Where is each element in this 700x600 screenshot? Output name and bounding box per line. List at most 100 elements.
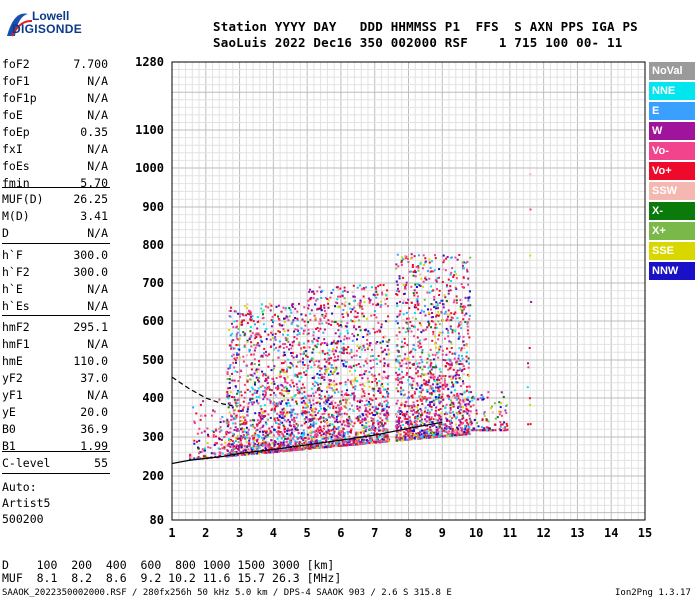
echo-point — [461, 427, 463, 430]
echo-point — [339, 429, 342, 432]
echo-point — [270, 389, 273, 392]
echo-point — [334, 305, 336, 308]
echo-point — [206, 427, 209, 430]
echo-point — [294, 428, 297, 431]
echo-point — [236, 435, 239, 438]
echo-point — [353, 397, 356, 400]
echo-point — [327, 443, 330, 446]
echo-point — [499, 410, 502, 413]
echo-point — [503, 429, 506, 432]
echo-point — [302, 411, 305, 414]
echo-point — [362, 414, 365, 417]
echo-point — [351, 320, 354, 323]
echo-point — [349, 307, 352, 310]
echo-point — [453, 431, 456, 434]
y-tick-label: 300 — [142, 430, 164, 444]
echo-point — [429, 266, 432, 269]
echo-point — [443, 434, 445, 437]
echo-point — [371, 425, 374, 428]
echo-point — [291, 381, 294, 384]
echo-point — [238, 344, 241, 347]
echo-point — [240, 390, 243, 393]
echo-point — [381, 403, 383, 406]
echo-point — [262, 433, 265, 436]
echo-point — [363, 392, 366, 395]
echo-point — [234, 401, 237, 404]
echo-point — [279, 324, 282, 327]
echo-point — [395, 402, 398, 405]
echo-point — [343, 297, 346, 300]
echo-point — [323, 443, 326, 446]
echo-point — [413, 437, 416, 440]
echo-point — [270, 447, 273, 450]
echo-point — [386, 377, 389, 380]
echo-point — [286, 334, 289, 336]
echo-point — [467, 277, 470, 280]
echo-point — [365, 399, 368, 402]
echo-point — [490, 407, 492, 410]
echo-point — [265, 379, 268, 382]
echo-point — [433, 403, 435, 406]
echo-point — [435, 326, 438, 329]
echo-point — [264, 377, 267, 380]
echo-point — [414, 349, 417, 351]
echo-point — [295, 383, 298, 386]
echo-point — [383, 400, 386, 403]
echo-point — [228, 402, 231, 405]
echo-point — [328, 435, 331, 438]
param-row: h`Es N/A — [2, 299, 108, 315]
echo-point — [409, 367, 412, 370]
echo-point — [325, 399, 328, 402]
echo-point — [370, 367, 373, 370]
echo-point — [268, 302, 271, 305]
echo-point — [219, 418, 222, 421]
echo-point — [400, 261, 403, 264]
param-value: N/A — [87, 159, 108, 173]
echo-point — [261, 425, 264, 428]
echo-point — [251, 447, 254, 450]
echo-point — [348, 352, 351, 355]
echo-point — [398, 418, 400, 421]
echo-point — [212, 409, 215, 412]
echo-point — [280, 393, 283, 396]
echo-point — [402, 319, 405, 322]
echo-point — [415, 265, 418, 268]
echo-point — [258, 344, 261, 347]
echo-point — [372, 327, 375, 330]
echo-point — [396, 302, 399, 305]
echo-point — [303, 364, 306, 366]
echo-point — [427, 320, 430, 323]
polarization-legend: NoVal NNE E W Vo- Vo+ SSW X- X+ SSE NNW — [649, 62, 695, 282]
echo-point — [294, 317, 297, 319]
echo-point — [460, 349, 462, 352]
legend-item-w: W — [649, 122, 695, 140]
echo-point — [273, 444, 276, 447]
echo-point — [247, 431, 250, 434]
echo-point — [453, 270, 456, 273]
echo-point — [472, 404, 475, 407]
echo-point — [442, 423, 445, 426]
echo-point — [332, 405, 335, 408]
echo-point — [435, 435, 438, 438]
echo-point — [287, 418, 290, 421]
param-value: 300.0 — [73, 248, 108, 262]
echo-point — [447, 427, 449, 429]
echo-point — [326, 342, 329, 345]
echo-point — [450, 347, 453, 349]
echo-point — [432, 330, 435, 333]
echo-point — [306, 345, 309, 348]
echo-point — [432, 270, 435, 273]
echo-point — [321, 446, 324, 449]
echo-point — [380, 323, 383, 326]
echo-point — [365, 413, 368, 416]
echo-point — [464, 306, 467, 309]
echo-point — [256, 400, 258, 403]
echo-point — [377, 438, 379, 441]
echo-point — [340, 408, 343, 410]
echo-point — [445, 435, 448, 437]
echo-point — [410, 420, 413, 423]
echo-point — [446, 318, 449, 321]
echo-point — [323, 365, 326, 368]
echo-point — [295, 416, 298, 419]
echo-point — [265, 431, 268, 434]
